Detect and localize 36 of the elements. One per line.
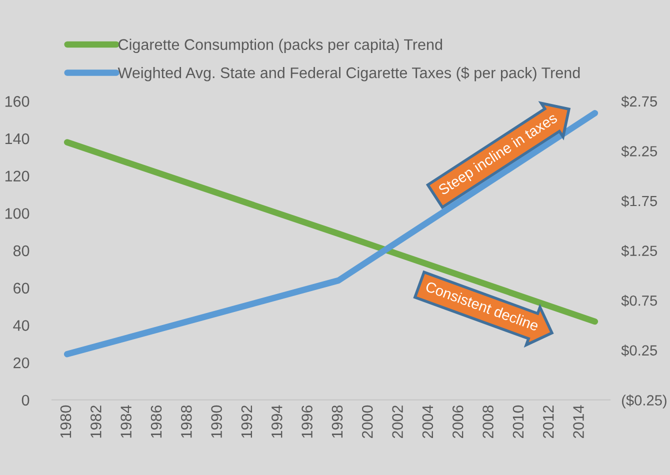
x-tick-label: 1992 [241, 406, 252, 438]
x-tick-label: 1986 [150, 405, 162, 438]
legend-label: Weighted Avg. State and Federal Cigarette Taxes ($ per pack) Trend [118, 66, 580, 82]
x-tick-label: 1990 [211, 405, 222, 438]
y2-tick-label: $2.25 [621, 145, 657, 158]
x-tick-label: 1996 [302, 405, 312, 438]
legend-label: Cigarette Consumption (packs per capita) Trend [118, 38, 442, 54]
y-tick-label: 100 [5, 208, 30, 219]
x-tick-label: 2010 [512, 405, 524, 438]
y-tick-label: 120 [5, 170, 30, 182]
y-tick-label: 60 [14, 282, 30, 294]
x-tick-label: 1994 [272, 405, 282, 438]
y-tick-label: 160 [5, 96, 30, 107]
y2-tick-label: $1.25 [621, 245, 657, 257]
y-tick-label: 0 [22, 394, 30, 406]
x-tick-label: 2014 [573, 405, 584, 438]
x-tick-label: 2008 [482, 405, 494, 438]
x-tick-label: 2006 [452, 405, 464, 438]
x-tick-label: 1998 [332, 405, 343, 438]
y2-tick-label: $0.25 [621, 344, 657, 356]
y2-tick-label: $0.75 [621, 294, 657, 307]
x-tick-label: 1980 [60, 405, 72, 438]
y2-tick-label: ($0.25) [622, 394, 666, 408]
x-tick-label: 1988 [181, 405, 192, 438]
y-tick-label: 140 [5, 133, 30, 144]
y2-tick-label: $1.75 [621, 195, 657, 208]
y2-tick-label: $2.75 [621, 96, 657, 108]
y-tick-label: 40 [13, 320, 30, 331]
x-tick-label: 2012 [542, 406, 554, 438]
x-tick-label: 1984 [120, 405, 132, 438]
y-tick-label: 20 [14, 357, 30, 368]
x-tick-label: 1982 [90, 406, 102, 438]
x-tick-label: 2000 [362, 405, 373, 438]
x-tick-label: 2004 [422, 405, 434, 438]
x-tick-label: 2002 [392, 406, 403, 438]
y-tick-label: 80 [13, 245, 30, 256]
